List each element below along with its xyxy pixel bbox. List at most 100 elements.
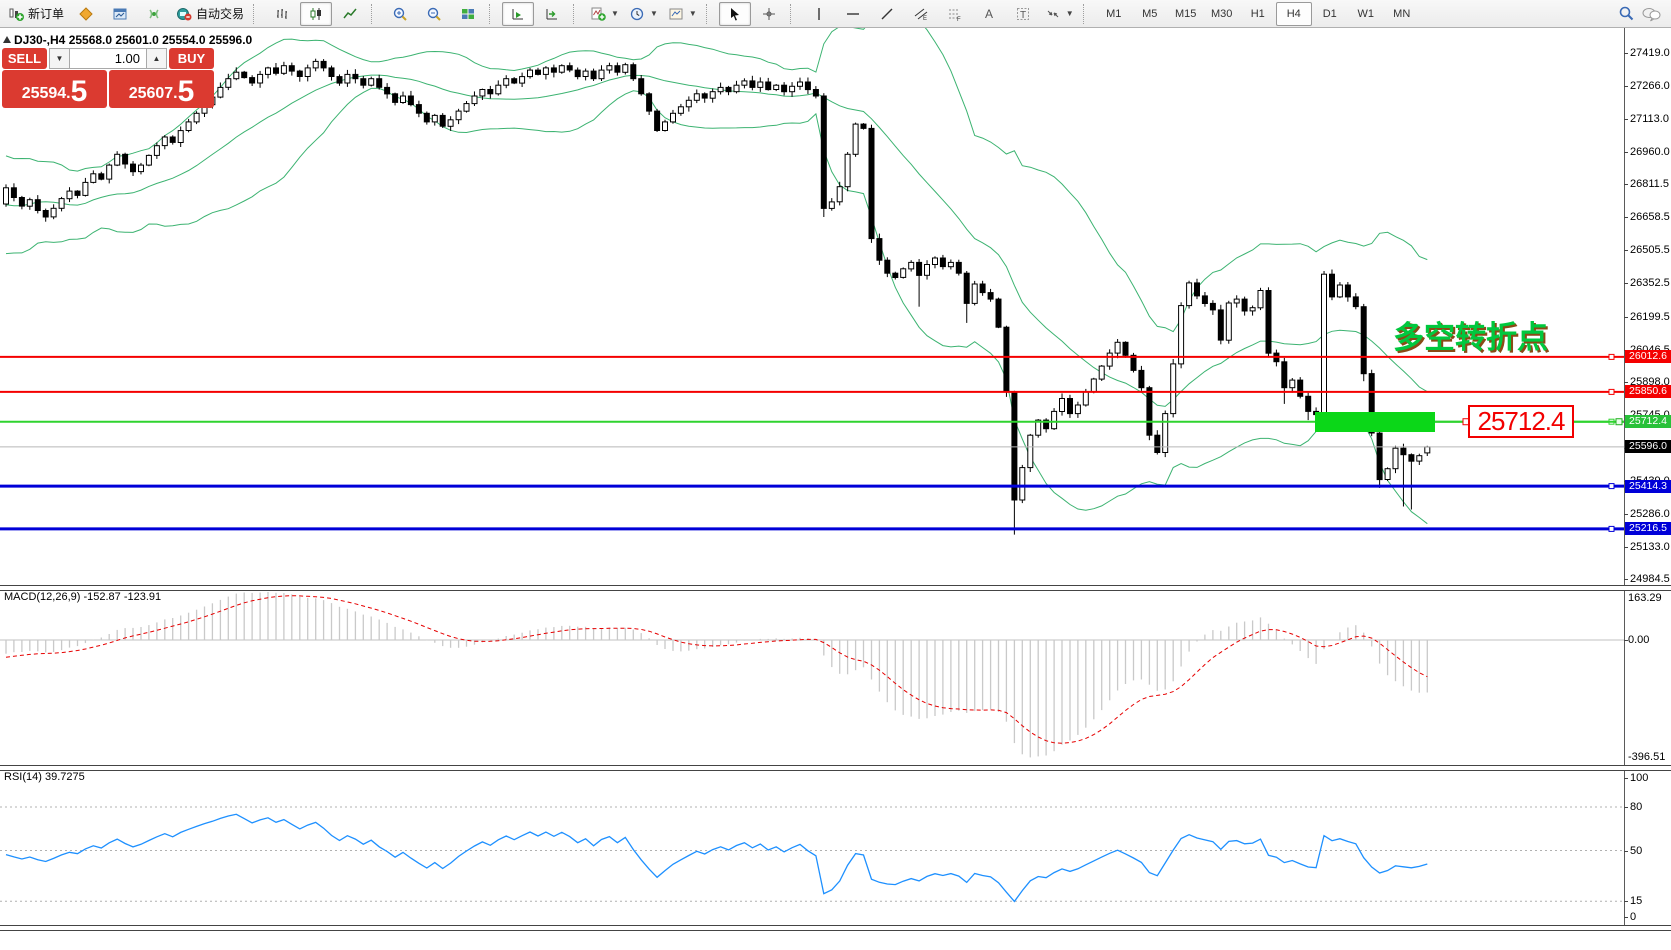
panel-collapse-arrow[interactable] (3, 36, 11, 43)
cursor-icon (730, 7, 739, 20)
arrows-button[interactable]: ▼ (1041, 2, 1078, 26)
new-chart-button[interactable] (104, 2, 136, 26)
svg-text:F: F (957, 17, 961, 22)
autotrading-label: 自动交易 (196, 7, 245, 21)
hline-endpoint-marker (1608, 483, 1615, 490)
hline-price-tag[interactable]: 26012.6 (1625, 350, 1671, 364)
text-button[interactable]: A (973, 2, 1005, 26)
chart-shift-button[interactable] (536, 2, 568, 26)
hline-endpoint-marker (1608, 353, 1615, 360)
templates-button[interactable]: ▼ (664, 2, 701, 26)
auto-scroll-icon (512, 8, 524, 19)
buy-price-pip: 5 (177, 75, 195, 108)
price-axis-label: 26199.5 (1630, 310, 1670, 323)
price-axis-tick (1624, 152, 1628, 154)
tf-button-M5[interactable]: M5 (1142, 7, 1158, 20)
trendline-button[interactable] (871, 2, 903, 26)
price-callout-label[interactable]: 25712.4 (1468, 405, 1574, 438)
toolbar-separator (253, 3, 261, 24)
tf-button-M1[interactable]: M1 (1106, 7, 1122, 20)
indicators-button[interactable]: ▼ (586, 2, 623, 26)
splitter-rsi-time[interactable] (0, 925, 1671, 931)
volume-decrease-button[interactable]: ▼ (49, 48, 70, 69)
periods-button[interactable]: ▼ (625, 2, 662, 26)
template-icon (669, 8, 683, 19)
price-axis-border (1624, 28, 1625, 927)
editor-icon (79, 6, 93, 21)
vertical-line-button[interactable] (803, 2, 835, 26)
volume-increase-button[interactable]: ▲ (146, 48, 167, 69)
tile-windows-icon (462, 8, 475, 19)
horizontal-line-button[interactable] (837, 2, 869, 26)
tf-button-H4[interactable]: H4 (1275, 1, 1312, 26)
one-click-trading-panel: SELL ▼ 1.00 ▲ BUY 25594. 5 25607. 5 (2, 48, 214, 108)
price-axis-tick (1624, 250, 1628, 252)
chat-icon[interactable] (1641, 6, 1661, 22)
toolbar-separator (371, 3, 379, 24)
hline-endpoint-marker (1608, 525, 1615, 532)
signals-icon (149, 9, 159, 18)
fibonacci-button[interactable]: F (939, 2, 971, 26)
vertical-line-icon (818, 7, 820, 20)
dropdown-arrow-icon: ▼ (688, 9, 697, 18)
text-label-button[interactable]: T (1007, 2, 1039, 26)
price-axis-tick (1624, 513, 1628, 515)
new-chart-icon (113, 8, 127, 19)
sell-button[interactable]: SELL (2, 48, 47, 69)
chinese-annotation[interactable]: 多空转折点 (1393, 320, 1548, 355)
zoom-in-button[interactable] (384, 2, 416, 26)
splitter-macd-rsi[interactable] (0, 765, 1671, 771)
new-order-icon (9, 8, 24, 21)
rsi-axis-tick (1624, 850, 1628, 852)
hline-price-tag[interactable]: 25850.6 (1625, 385, 1671, 399)
price-axis-label: 25133.0 (1630, 540, 1670, 553)
tf-button-MN[interactable]: MN (1393, 7, 1411, 20)
chart-area: DJ30-,H4 25568.0 25601.0 25554.0 25596.0… (0, 28, 1671, 950)
cursor-button[interactable] (718, 1, 751, 26)
buy-button[interactable]: BUY (169, 48, 214, 69)
tf-button-D1[interactable]: D1 (1322, 7, 1337, 20)
chart-canvas[interactable] (0, 28, 1671, 950)
price-axis-tick (1624, 86, 1628, 88)
hline-price-tag[interactable]: 25216.5 (1625, 522, 1671, 536)
sell-price-pip: 5 (70, 75, 88, 108)
buy-price[interactable]: 25607. 5 (109, 70, 214, 108)
current-price-tag[interactable]: 25596.0 (1625, 440, 1671, 454)
candlestick-chart-button[interactable] (300, 1, 333, 26)
zoom-out-button[interactable] (418, 2, 450, 26)
bar-chart-button[interactable] (266, 2, 298, 26)
svg-text:A: A (985, 7, 993, 21)
crosshair-button[interactable] (753, 2, 785, 26)
text-label-icon: T (1016, 7, 1029, 21)
svg-text:T: T (1020, 10, 1026, 21)
price-axis-tick (1624, 217, 1628, 219)
rsi-axis-label: 50 (1630, 844, 1643, 857)
auto-scroll-button[interactable] (502, 1, 535, 26)
autotrading-button[interactable]: 自动交易 (172, 2, 248, 26)
sell-price[interactable]: 25594. 5 (2, 70, 107, 108)
tf-button-H1[interactable]: H1 (1250, 7, 1265, 20)
rsi-axis-label: 100 (1630, 772, 1649, 784)
signals-button[interactable] (138, 2, 170, 26)
chart-shift-icon (546, 8, 558, 19)
volume-input[interactable]: 1.00 (70, 48, 146, 69)
tf-button-W1[interactable]: W1 (1357, 7, 1374, 20)
callout-axis-marker (1615, 418, 1623, 426)
tf-button-M30[interactable]: M30 (1211, 7, 1233, 20)
channel-button[interactable]: E (905, 2, 937, 26)
bollinger-upper-band (5, 28, 1428, 333)
new-order-button[interactable]: 新订单 (4, 2, 68, 26)
search-icon[interactable] (1618, 5, 1635, 22)
splitter-main-macd[interactable] (0, 585, 1671, 591)
hline-price-tag[interactable]: 25712.4 (1625, 415, 1671, 429)
rsi-axis-tick (1624, 778, 1628, 779)
tf-button-M15[interactable]: M15 (1175, 7, 1197, 20)
hline-price-tag[interactable]: 25414.3 (1625, 479, 1671, 493)
macd-histogram (5, 592, 1428, 758)
green-zone-rectangle[interactable] (1315, 412, 1435, 432)
tile-windows-button[interactable] (452, 2, 484, 26)
metaeditor-button[interactable] (70, 2, 102, 26)
line-chart-button[interactable] (334, 2, 366, 26)
price-axis-tick (1624, 184, 1628, 186)
